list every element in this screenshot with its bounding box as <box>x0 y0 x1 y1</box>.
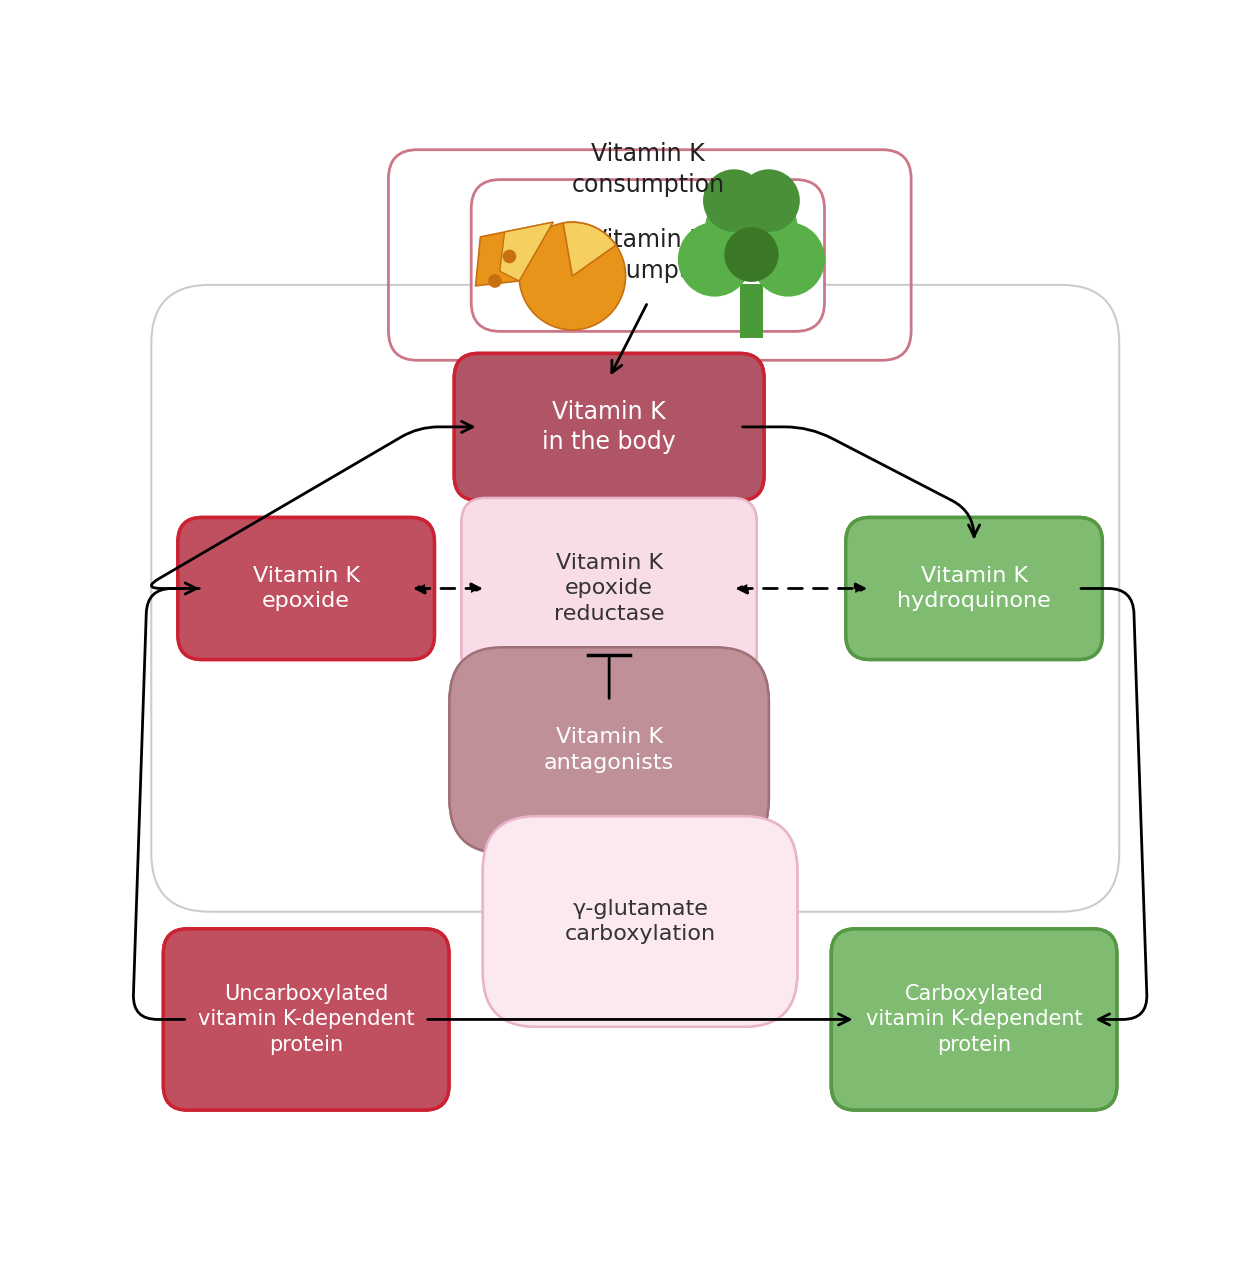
FancyBboxPatch shape <box>177 518 435 659</box>
Circle shape <box>738 169 799 232</box>
Text: Vitamin K
hydroquinone: Vitamin K hydroquinone <box>897 566 1050 612</box>
Circle shape <box>520 223 626 329</box>
Text: γ-glutamate
carboxylation: γ-glutamate carboxylation <box>565 899 716 944</box>
Text: Vitamin K
epoxide: Vitamin K epoxide <box>252 566 360 612</box>
FancyBboxPatch shape <box>177 518 435 659</box>
Text: Vitamin K
consumption: Vitamin K consumption <box>571 142 724 197</box>
Text: Vitamin K
epoxide: Vitamin K epoxide <box>252 566 360 612</box>
Text: Vitamin K
in the body: Vitamin K in the body <box>542 399 676 454</box>
Text: Vitamin K
hydroquinone: Vitamin K hydroquinone <box>897 566 1050 612</box>
FancyBboxPatch shape <box>846 518 1103 659</box>
FancyBboxPatch shape <box>483 817 797 1027</box>
Text: Vitamin K
epoxide
reductase: Vitamin K epoxide reductase <box>553 553 664 625</box>
FancyBboxPatch shape <box>455 354 764 500</box>
Wedge shape <box>563 223 616 276</box>
FancyBboxPatch shape <box>846 518 1103 659</box>
FancyBboxPatch shape <box>832 929 1117 1110</box>
Text: Vitamin K
consumption: Vitamin K consumption <box>571 228 724 282</box>
FancyBboxPatch shape <box>462 497 757 679</box>
Polygon shape <box>476 223 553 286</box>
Circle shape <box>502 249 516 263</box>
Circle shape <box>703 169 764 232</box>
Text: Carboxylated
vitamin K-dependent
protein: Carboxylated vitamin K-dependent protein <box>866 983 1083 1054</box>
FancyBboxPatch shape <box>832 929 1117 1110</box>
Circle shape <box>724 228 778 282</box>
FancyBboxPatch shape <box>164 929 448 1110</box>
Text: Uncarboxylated
vitamin K-dependent
protein: Uncarboxylated vitamin K-dependent prote… <box>197 983 415 1054</box>
Text: Vitamin K
antagonists: Vitamin K antagonists <box>545 728 674 773</box>
Text: Vitamin K
antagonists: Vitamin K antagonists <box>545 728 674 773</box>
FancyBboxPatch shape <box>483 817 797 1027</box>
FancyBboxPatch shape <box>450 647 769 854</box>
FancyBboxPatch shape <box>462 497 757 679</box>
FancyBboxPatch shape <box>455 354 764 500</box>
Text: Vitamin K
epoxide
reductase: Vitamin K epoxide reductase <box>553 553 664 625</box>
Text: Carboxylated
vitamin K-dependent
protein: Carboxylated vitamin K-dependent protein <box>866 983 1083 1054</box>
Text: Uncarboxylated
vitamin K-dependent
protein: Uncarboxylated vitamin K-dependent prote… <box>197 983 415 1054</box>
Text: Vitamin K
in the body: Vitamin K in the body <box>542 399 676 454</box>
Polygon shape <box>500 223 553 281</box>
FancyBboxPatch shape <box>450 647 769 854</box>
Circle shape <box>752 223 826 296</box>
FancyBboxPatch shape <box>471 179 824 332</box>
FancyBboxPatch shape <box>164 929 448 1110</box>
Circle shape <box>704 183 798 277</box>
Circle shape <box>678 223 752 296</box>
Text: γ-glutamate
carboxylation: γ-glutamate carboxylation <box>565 899 716 944</box>
Circle shape <box>488 273 502 287</box>
Polygon shape <box>739 284 763 338</box>
